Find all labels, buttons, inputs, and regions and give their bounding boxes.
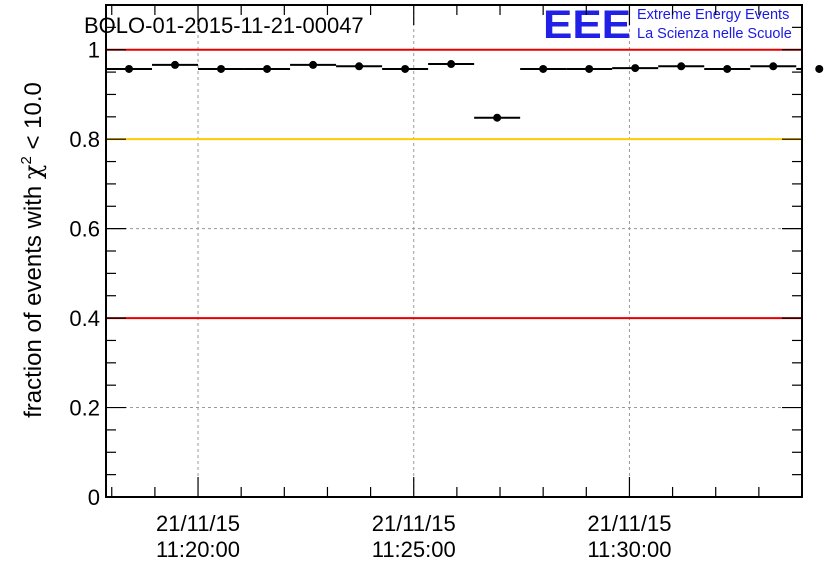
x-tick-label-time: 11:30:00 xyxy=(587,537,671,562)
data-point-marker xyxy=(263,64,272,73)
data-point xyxy=(290,60,337,69)
data-point-marker xyxy=(171,60,180,69)
data-point-marker xyxy=(125,64,134,73)
data-point-marker xyxy=(539,64,548,73)
eee-logo-mark: EEE xyxy=(543,3,631,47)
data-point xyxy=(244,64,291,73)
data-point-marker xyxy=(585,64,594,73)
data-point xyxy=(336,62,383,71)
chart-title: BOLO-01-2015-11-21-00047 xyxy=(84,13,364,38)
data-point xyxy=(704,64,751,73)
data-point-marker xyxy=(355,62,364,71)
y-tick-label: 0.2 xyxy=(69,396,100,421)
plot-frame xyxy=(105,4,803,498)
data-point xyxy=(428,60,475,69)
data-point xyxy=(198,64,245,73)
y-tick-label: 0 xyxy=(88,485,100,510)
eee-logo: EEE Extreme Energy Events La Scienza nel… xyxy=(543,3,792,47)
data-point xyxy=(152,60,199,69)
x-tick-label-time: 11:25:00 xyxy=(372,537,456,562)
data-point-marker xyxy=(769,62,778,71)
data-point-marker xyxy=(401,64,410,73)
data-point xyxy=(382,64,429,73)
y-axis-label: fraction of events with χ2 < 10.0 xyxy=(18,82,47,418)
y-tick-label: 0.6 xyxy=(69,217,100,242)
y-axis-label-sup: 2 xyxy=(18,156,35,164)
y-tick-label: 0.4 xyxy=(69,306,100,331)
data-point-marker xyxy=(217,64,226,73)
data-point-marker xyxy=(493,113,502,122)
x-tick-label-date: 21/11/15 xyxy=(156,511,240,536)
data-point xyxy=(658,62,705,71)
data-point xyxy=(750,62,797,71)
grid xyxy=(106,5,802,497)
axes xyxy=(105,4,803,498)
data-point-marker xyxy=(631,64,640,73)
y-tick-label: 1 xyxy=(88,38,100,63)
data-point-marker xyxy=(677,62,686,71)
data-point-marker xyxy=(815,64,824,73)
y-axis-label-chi: χ xyxy=(19,164,47,179)
reference-lines xyxy=(106,48,802,320)
x-tick-labels: 21/11/1511:20:0021/11/1511:25:0021/11/15… xyxy=(156,511,671,562)
eee-logo-line1: Extreme Energy Events xyxy=(637,7,789,23)
data-point-marker xyxy=(447,60,456,69)
data-point-marker xyxy=(723,64,732,73)
x-tick-label-date: 21/11/15 xyxy=(587,511,671,536)
y-axis-label-prefix: fraction of events with xyxy=(20,186,47,418)
data-point xyxy=(612,64,659,73)
x-tick-label-date: 21/11/15 xyxy=(372,511,456,536)
x-tick-label-time: 11:20:00 xyxy=(156,537,240,562)
y-axis-label-suffix: < 10.0 xyxy=(20,82,47,149)
y-tick-labels: 0 0.2 0.4 0.6 0.8 1 xyxy=(69,38,100,510)
eee-logo-line2: La Scienza nelle Scuole xyxy=(637,26,792,42)
y-tick-label: 0.8 xyxy=(69,127,100,152)
data-point xyxy=(520,64,567,73)
data-point xyxy=(106,64,153,73)
data-point xyxy=(566,64,613,73)
data-point xyxy=(474,113,521,122)
data-point-marker xyxy=(309,60,318,69)
data-points xyxy=(106,60,824,122)
